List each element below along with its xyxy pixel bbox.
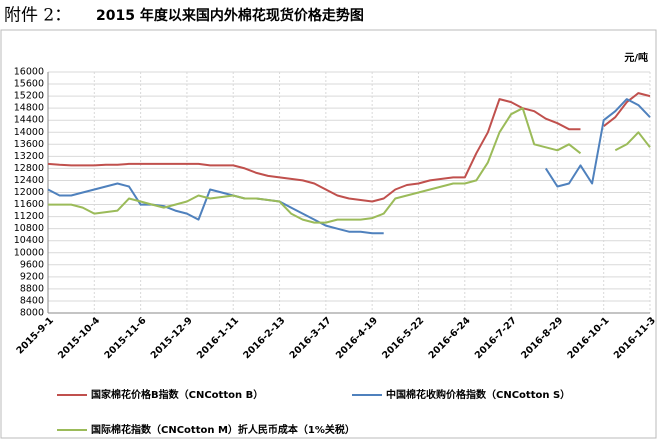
x-tick-label: 2015-12-9	[149, 315, 195, 361]
y-tick-label: 10800	[14, 223, 44, 234]
y-tick-label: 13200	[14, 151, 44, 162]
y-tick-label: 8800	[20, 283, 44, 294]
x-tick-label: 2016-6-24	[427, 315, 473, 361]
heading-label: 附件 2：	[4, 6, 71, 26]
y-tick-label: 8400	[20, 295, 44, 306]
x-tick-label: 2016-4-19	[334, 315, 380, 361]
x-tick-label: 2016-7-27	[473, 315, 519, 361]
series-line	[47, 92, 651, 203]
x-tick-label: 2015-11-6	[102, 315, 148, 361]
y-tick-label: 9200	[20, 271, 44, 282]
y-tick-label: 14800	[14, 103, 44, 114]
x-tick-label: 2016-11-3	[612, 315, 657, 361]
y-tick-label: 15200	[14, 91, 44, 102]
y-tick-label: 14000	[14, 127, 44, 138]
x-tick-label: 2016-2-13	[241, 315, 287, 361]
y-tick-label: 8000	[20, 308, 44, 319]
y-unit: 元/吨	[624, 51, 648, 64]
legend-label: 中国棉花收购价格指数（CNCotton S）	[386, 388, 570, 401]
x-tick-label: 2016-10-1	[565, 315, 611, 361]
y-tick-label: 16000	[14, 67, 44, 78]
y-tick-label: 13600	[14, 139, 44, 150]
series-line	[48, 107, 651, 224]
y-tick-label: 12800	[14, 163, 44, 174]
x-tick-label: 2015-10-4	[56, 315, 102, 361]
y-tick-label: 12000	[14, 187, 44, 198]
y-tick-label: 11600	[14, 199, 44, 210]
series-line	[47, 98, 651, 235]
chart-frame	[0, 29, 657, 439]
y-tick-label: 9600	[20, 259, 44, 270]
y-tick-label: 14400	[14, 115, 44, 126]
chart-title: 2015 年度以来国内外棉花现货价格走势图	[96, 7, 364, 24]
y-tick-label: 10400	[14, 235, 44, 246]
x-tick-label: 2016-3-17	[288, 315, 334, 361]
x-tick-label: 2016-8-29	[519, 315, 565, 361]
y-tick-label: 10000	[14, 247, 44, 258]
y-tick-label: 11200	[14, 211, 44, 222]
y-tick-label: 15600	[14, 79, 44, 90]
y-tick-label: 12400	[14, 175, 44, 186]
x-tick-label: 2016-5-22	[380, 315, 426, 361]
x-tick-label: 2015-9-1	[14, 315, 55, 356]
x-tick-label: 2016-1-11	[195, 315, 241, 361]
legend-label: 国际棉花指数（CNCotton M）折人民币成本（1%关税）	[91, 423, 355, 436]
legend-label: 国家棉花价格B指数（CNCotton B）	[91, 388, 263, 401]
